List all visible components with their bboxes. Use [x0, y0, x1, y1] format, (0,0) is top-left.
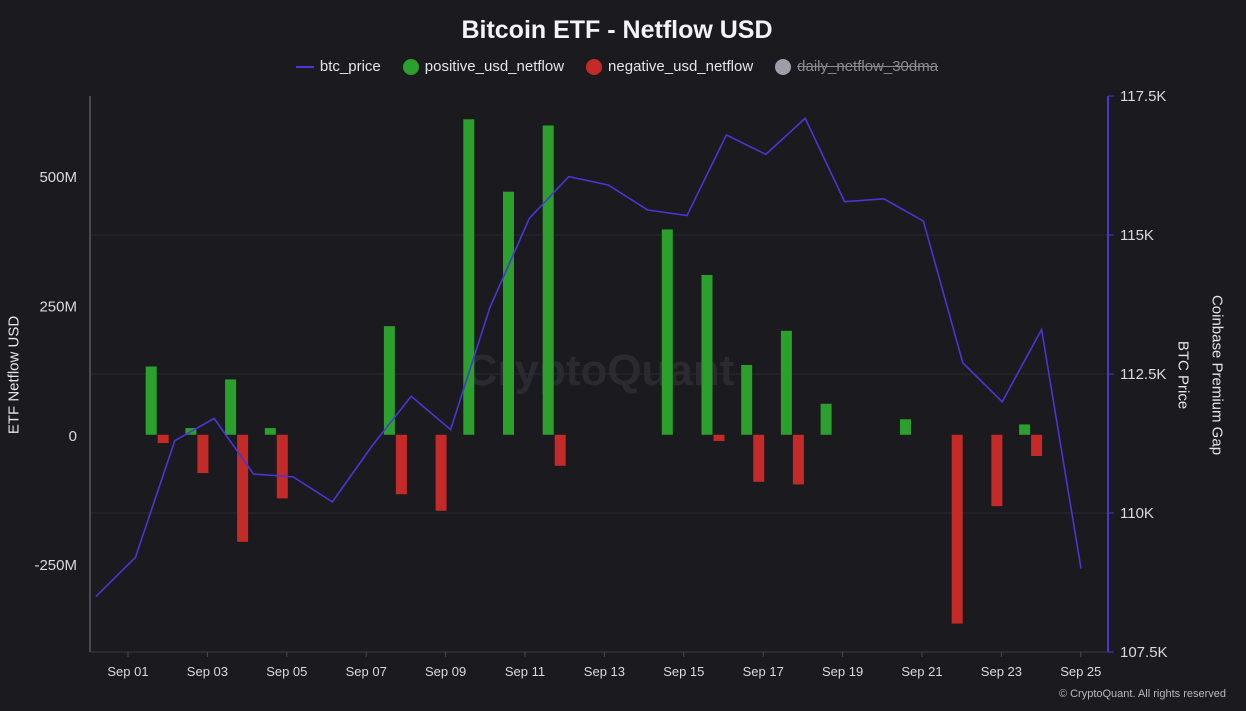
- negative-netflow-bar: [792, 434, 804, 485]
- positive-netflow-bar: [1019, 424, 1031, 435]
- x-tick-label: Sep 25: [1060, 664, 1101, 679]
- negative-netflow-bar: [951, 434, 963, 624]
- legend-label-positive-netflow: positive_usd_netflow: [424, 58, 565, 75]
- x-tick-label: Sep 13: [584, 664, 625, 679]
- btc-price-line: [95, 116, 1082, 597]
- right-tick-label: 112.5K: [1120, 366, 1166, 383]
- legend-item-btc-price[interactable]: btc_price: [295, 58, 381, 75]
- x-tick-label: Sep 03: [187, 664, 228, 679]
- negative-netflow-bar: [197, 434, 209, 474]
- legend-item-negative-netflow[interactable]: negative_usd_netflow: [586, 58, 753, 75]
- green-dot-icon: [402, 58, 419, 75]
- copyright-footer: © CryptoQuant. All rights reserved: [1058, 688, 1226, 700]
- positive-netflow-bar: [820, 403, 832, 435]
- x-tick-label: Sep 15: [663, 664, 704, 679]
- gray-dot-icon: [775, 58, 792, 75]
- positive-netflow-bar: [542, 125, 554, 435]
- negative-netflow-bar: [753, 434, 765, 482]
- right-tick-label: 107.5K: [1120, 644, 1168, 661]
- positive-netflow-bar: [780, 330, 792, 435]
- negative-netflow-bar: [1031, 434, 1043, 456]
- x-tick-label: Sep 19: [822, 664, 863, 679]
- x-tick-label: Sep 17: [743, 664, 784, 679]
- right-tick-label: 115K: [1120, 227, 1154, 244]
- x-tick-label: Sep 09: [425, 664, 466, 679]
- y-axis-right-label-secondary: Coinbase Premium Gap: [1208, 294, 1226, 456]
- legend-item-netflow-30dma[interactable]: daily_netflow_30dma: [775, 58, 938, 75]
- negative-netflow-bar: [237, 434, 249, 542]
- negative-netflow-bar: [554, 434, 566, 466]
- negative-netflow-bar: [276, 434, 288, 499]
- positive-netflow-bar: [900, 419, 911, 435]
- negative-netflow-bar: [157, 434, 169, 444]
- x-tick-label: Sep 21: [901, 664, 942, 679]
- x-tick-label: Sep 11: [505, 664, 545, 679]
- x-tick-label: Sep 23: [981, 664, 1022, 679]
- x-tick-label: Sep 01: [107, 664, 148, 679]
- negative-netflow-bar: [395, 434, 407, 495]
- positive-netflow-bar: [503, 191, 514, 435]
- y-axis-left-label: ETF Netflow USD: [5, 315, 23, 435]
- legend-label-netflow-30dma: daily_netflow_30dma: [797, 58, 939, 75]
- right-tick-label: 117.5K: [1120, 88, 1166, 105]
- positive-netflow-bar: [264, 428, 276, 435]
- chart-title: Bitcoin ETF - Netflow USD: [461, 16, 773, 44]
- positive-netflow-bar: [463, 119, 475, 435]
- positive-netflow-bar: [383, 326, 395, 435]
- legend-label-negative-netflow: negative_usd_netflow: [608, 58, 754, 75]
- line-swatch-icon: [295, 65, 314, 68]
- x-tick-label: Sep 05: [266, 664, 307, 679]
- legend-label-btc-price: btc_price: [319, 58, 381, 75]
- positive-netflow-bar: [661, 229, 673, 435]
- left-tick-label: 500M: [39, 169, 77, 186]
- right-tick-label: 110K: [1120, 505, 1154, 522]
- left-tick-label: 250M: [39, 298, 77, 315]
- left-tick-label: 0: [69, 428, 77, 445]
- positive-netflow-bar: [145, 366, 157, 435]
- positive-netflow-bar: [225, 379, 237, 435]
- left-tick-label: -250M: [34, 557, 77, 574]
- positive-netflow-bar: [741, 364, 753, 435]
- y-axis-right-label: BTC Price: [1174, 340, 1192, 410]
- negative-netflow-bar: [991, 434, 1003, 507]
- legend-item-positive-netflow[interactable]: positive_usd_netflow: [402, 58, 565, 75]
- negative-netflow-bar: [435, 434, 447, 511]
- x-tick-label: Sep 07: [346, 664, 387, 679]
- negative-netflow-bar: [713, 434, 725, 441]
- chart-legend: btc_price positive_usd_netflow negative_…: [0, 58, 1234, 75]
- red-dot-icon: [586, 58, 603, 75]
- positive-netflow-bar: [701, 274, 713, 435]
